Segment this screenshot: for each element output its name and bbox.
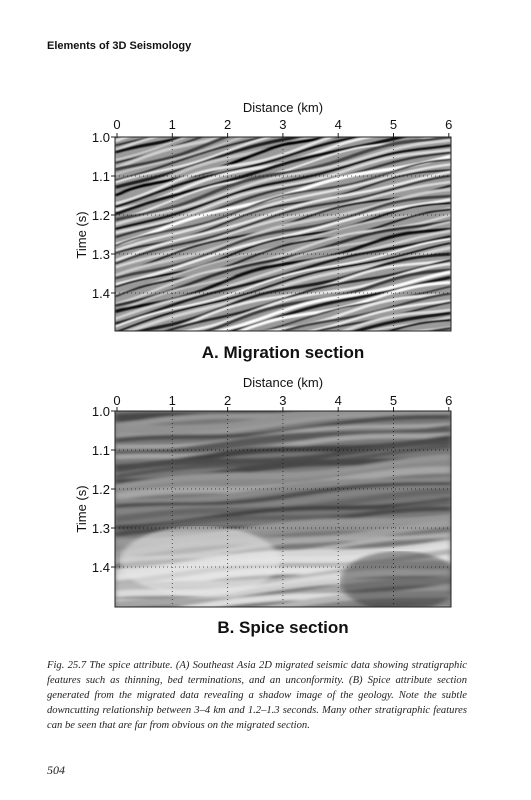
seismic-image bbox=[115, 411, 451, 607]
figure-title: A. Migration section bbox=[202, 343, 364, 362]
x-axis-label: Distance (km) bbox=[243, 375, 323, 390]
reflector bbox=[115, 234, 451, 326]
x-tick-label: 5 bbox=[390, 393, 397, 408]
x-tick-label: 1 bbox=[169, 393, 176, 408]
reflector bbox=[115, 27, 451, 111]
reflector bbox=[115, 12, 451, 95]
y-tick-label: 1.3 bbox=[92, 247, 110, 262]
figure: Distance (km) 0 1 2 3 4 5 6 1.0 1.1 1.2 1.3 1.4 Time … bbox=[74, 0, 452, 637]
x-tick-label: 3 bbox=[279, 393, 286, 408]
reflector bbox=[115, 137, 268, 182]
reflector bbox=[162, 258, 451, 331]
x-tick-label: 5 bbox=[390, 117, 397, 132]
x-tick-label: 4 bbox=[335, 117, 342, 132]
reflector bbox=[278, 292, 451, 331]
reflector bbox=[386, 319, 451, 331]
x-axis-label: Distance (km) bbox=[243, 100, 323, 115]
y-tick-label: 1.4 bbox=[92, 560, 110, 575]
reflector bbox=[115, 158, 451, 247]
reflector bbox=[115, 151, 451, 239]
reflector bbox=[115, 201, 451, 288]
x-tick-label: 2 bbox=[224, 393, 231, 408]
reflector bbox=[115, 137, 304, 189]
figure-caption: Fig. 25.7 The spice attribute. (A) South… bbox=[47, 660, 467, 731]
x-tick-label: 4 bbox=[335, 393, 342, 408]
y-tick-label: 1.0 bbox=[92, 130, 110, 145]
reflector bbox=[350, 311, 451, 331]
x-tick-label: 0 bbox=[113, 393, 120, 408]
reflector bbox=[115, 198, 451, 286]
reflector bbox=[115, 137, 231, 170]
spice-band bbox=[115, 422, 451, 449]
y-tick-label: 1.3 bbox=[92, 521, 110, 536]
reflector bbox=[115, 137, 189, 154]
reflector bbox=[115, 180, 451, 269]
reflector bbox=[115, 0, 451, 77]
reflector bbox=[305, 299, 451, 331]
spice-band bbox=[115, 481, 451, 509]
x-tick-label: 6 bbox=[445, 393, 452, 408]
dark-zone bbox=[340, 551, 451, 607]
y-axis-label: Time (s) bbox=[74, 211, 89, 258]
reflector bbox=[115, 237, 451, 328]
y-tick-label: 1.0 bbox=[92, 404, 110, 419]
reflector bbox=[115, 137, 247, 176]
reflector bbox=[115, 20, 451, 109]
y-tick-label: 1.4 bbox=[92, 286, 110, 301]
x-tick-label: 2 bbox=[224, 117, 231, 132]
page-number: 504 bbox=[47, 763, 65, 777]
x-tick-label: 6 bbox=[445, 117, 452, 132]
spice-band bbox=[115, 411, 451, 433]
reflector bbox=[366, 316, 451, 331]
reflector bbox=[211, 270, 451, 331]
running-header: Elements of 3D Seismology bbox=[47, 40, 192, 52]
spice-band bbox=[115, 411, 294, 422]
reflector bbox=[339, 308, 451, 331]
y-tick-label: 1.2 bbox=[92, 208, 110, 223]
reflector bbox=[115, 229, 451, 321]
spice-band bbox=[115, 432, 451, 460]
x-tick-label: 0 bbox=[113, 117, 120, 132]
reflector bbox=[115, 137, 189, 161]
reflector bbox=[115, 137, 338, 206]
reflector bbox=[115, 137, 408, 216]
bright-zone bbox=[120, 526, 280, 596]
reflector bbox=[115, 0, 451, 82]
spice-band bbox=[115, 460, 451, 496]
y-tick-label: 1.1 bbox=[92, 169, 110, 184]
x-tick-label: 1 bbox=[169, 117, 176, 132]
reflector bbox=[115, 0, 451, 73]
y-tick-label: 1.2 bbox=[92, 482, 110, 497]
reflector bbox=[115, 8, 451, 91]
reflector bbox=[115, 1, 451, 87]
reflector bbox=[115, 170, 451, 262]
y-tick-label: 1.1 bbox=[92, 443, 110, 458]
x-tick-label: 3 bbox=[279, 117, 286, 132]
reflector bbox=[115, 194, 451, 280]
reflector bbox=[115, 16, 451, 98]
reflector bbox=[115, 137, 231, 172]
y-axis-label: Time (s) bbox=[74, 485, 89, 532]
reflector bbox=[115, 0, 451, 71]
figure-title: B. Spice section bbox=[217, 618, 348, 637]
reflector bbox=[115, 137, 274, 184]
reflector bbox=[115, 19, 451, 103]
